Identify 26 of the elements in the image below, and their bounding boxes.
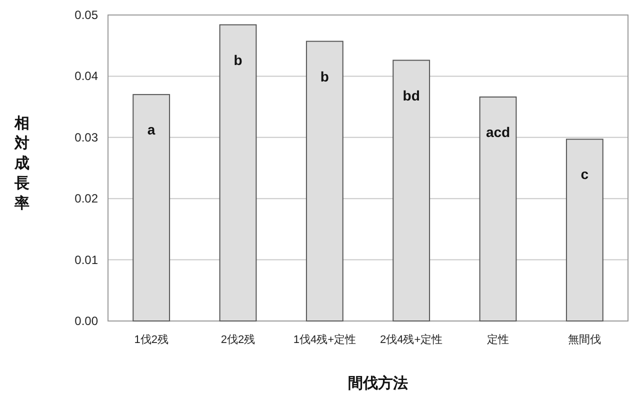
y-tick-label: 0.05 [74, 8, 98, 22]
bar [392, 60, 430, 322]
x-tick-label: 無間伐 [568, 334, 602, 346]
bar [306, 40, 344, 322]
annotation: b [320, 68, 329, 84]
annotation: a [147, 122, 156, 138]
bar [566, 138, 604, 322]
y-tick-label: 0.03 [74, 130, 98, 144]
y-tick-label: 0.00 [74, 314, 98, 328]
annotation: acd [486, 124, 510, 140]
bar [219, 24, 257, 322]
x-axis-title: 間伐方法 [348, 374, 408, 392]
annotation: bd [402, 87, 420, 104]
x-tick-label: 1伐4残+定性 [293, 333, 356, 346]
y-tick-label: 0.04 [74, 69, 98, 84]
annotation: b [234, 52, 242, 68]
y-axis-title: 相対成長率 [14, 115, 30, 212]
x-tick-label: 2伐2残 [220, 333, 256, 346]
bar [479, 96, 517, 322]
x-tick-label: 2伐4残+定性 [380, 333, 443, 346]
y-tick-label: 0.01 [74, 252, 98, 267]
y-tick-label: 0.02 [74, 192, 98, 206]
bar [132, 94, 170, 322]
x-tick-label: 1伐2残 [134, 333, 168, 346]
annotation: c [580, 166, 589, 182]
x-tick-label: 定性 [487, 333, 509, 346]
